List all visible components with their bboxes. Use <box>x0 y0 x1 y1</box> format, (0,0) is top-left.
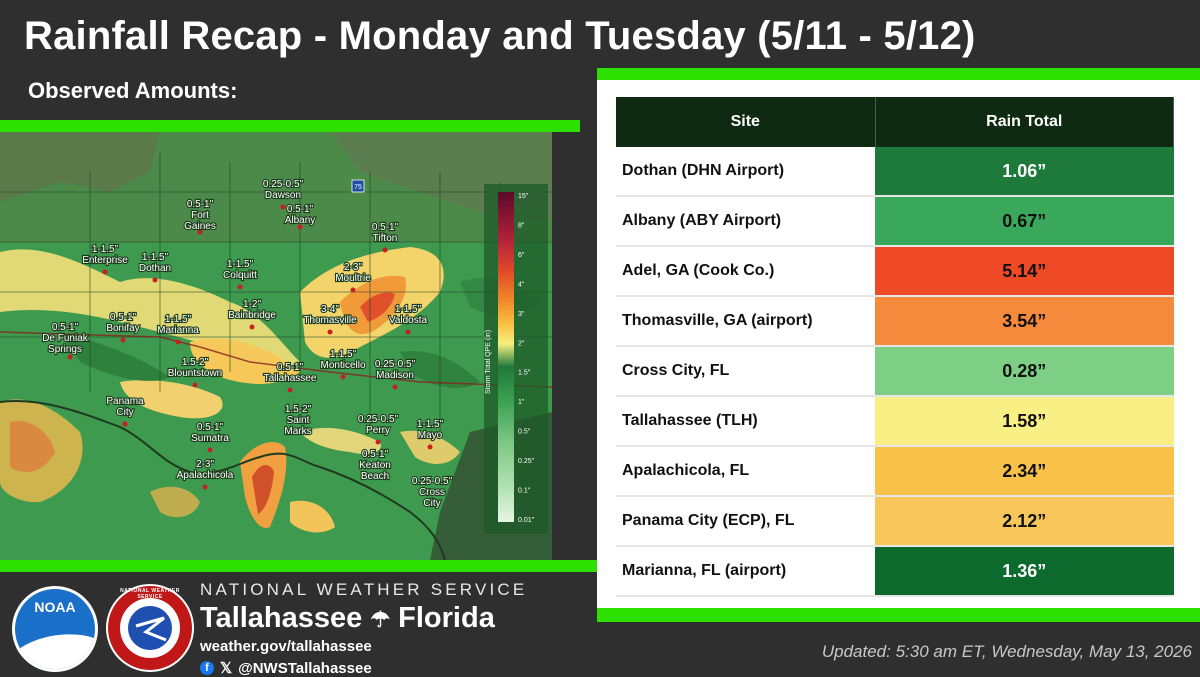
website-link[interactable]: weather.gov/tallahassee <box>200 638 372 655</box>
map-site-label: 1-1.5" Colquitt <box>223 259 257 281</box>
rain-total-cell: 2.12” <box>875 496 1174 547</box>
social-handles: f 𝕏 @NWSTallahassee <box>200 659 527 677</box>
site-cell: Cross City, FL <box>616 346 875 397</box>
nws-logo-text: NATIONAL WEATHER SERVICE <box>120 588 180 600</box>
legend-ticks: 15" 8" 6" 4" 3" 2" 1.5" 1" 0.5" 0.25" 0.1" 0.01" <box>518 193 535 524</box>
legend-tick-label: 8" <box>518 222 525 229</box>
map-site-dots <box>67 204 435 507</box>
map-site-label: 1.5-2" Saint Marks <box>284 404 311 437</box>
site-column-header: Site <box>616 97 876 147</box>
legend-tick-label: 3" <box>518 311 525 318</box>
map-site-label: 0.5-1" Keaton Beach <box>359 449 391 482</box>
legend-tick-label: 2" <box>518 340 525 347</box>
interstate-shield-label: 75 <box>354 184 362 191</box>
legend-tick-label: 15" <box>518 193 529 200</box>
rain-total-cell: 1.36” <box>875 546 1174 597</box>
map-site-label: 0.25-0.5" Dawson <box>263 179 304 201</box>
rainfall-map-graphic: 75 0.25-0.5" Dawson 0.5-1" Albany 0.5-1" Fort… <box>0 132 552 560</box>
table-row: Panama City (ECP), FL 2.12” <box>616 496 1174 547</box>
legend-tick-label: 0.5" <box>518 429 531 436</box>
table-row: Apalachicola, FL 2.34” <box>616 446 1174 497</box>
rainfall-map: 75 0.25-0.5" Dawson 0.5-1" Albany 0.5-1" Fort… <box>0 132 552 560</box>
noaa-logo-text: NOAA <box>34 599 76 615</box>
table-row: Albany (ABY Airport) 0.67” <box>616 196 1174 247</box>
legend-tick-label: 0.01" <box>518 517 535 524</box>
green-band-left <box>0 120 580 132</box>
table-row: Cross City, FL 0.28” <box>616 346 1174 397</box>
map-site-label: 1-2" Bainbridge <box>228 299 276 321</box>
map-site-label: 1-1.5" Dothan <box>139 252 171 274</box>
map-site-label: 3-4" Thomasville <box>303 304 357 326</box>
green-band-top <box>597 68 1200 80</box>
tree-icon: ☂ <box>370 607 391 632</box>
map-site-label: 0.25-0.5" Cross City <box>412 476 453 509</box>
map-site-label: 2-3" Moultrie <box>335 262 371 284</box>
legend-tick-label: 1.5" <box>518 370 531 377</box>
map-site-label: 0.5-1" Tifton <box>372 222 399 244</box>
table-row: Thomasville, GA (airport) 3.54” <box>616 296 1174 347</box>
map-site-label: 1-1.5" Mayo <box>417 419 444 441</box>
rain-total-cell: 5.14” <box>875 246 1174 297</box>
table-row: Tallahassee (TLH) 1.58” <box>616 396 1174 447</box>
map-site-label: 0.5-1" Fort Gaines <box>184 199 216 232</box>
map-site-label: 0.5-1" De Funiak Springs <box>42 322 89 355</box>
map-site-label: 0.5-1" Tallahassee <box>264 362 317 384</box>
site-cell: Adel, GA (Cook Co.) <box>616 246 875 297</box>
map-site-label: 0.25-0.5" Madison <box>375 359 416 381</box>
table-row: Marianna, FL (airport) 1.36” <box>616 546 1174 597</box>
table-row: Adel, GA (Cook Co.) 5.14” <box>616 246 1174 297</box>
legend-tick-label: 4" <box>518 281 525 288</box>
site-cell: Dothan (DHN Airport) <box>616 147 875 197</box>
map-site-label: 0.5-1" Bonifay <box>106 312 139 334</box>
site-cell: Thomasville, GA (airport) <box>616 296 875 347</box>
nws-brand: NATIONAL WEATHER SERVICE Tallahassee ☂ F… <box>200 580 527 677</box>
map-site-label: 1-1.5" Enterprise <box>82 244 128 266</box>
office-city: Tallahassee <box>200 602 363 634</box>
table-header-row: Site Rain Total <box>616 97 1174 147</box>
rain-total-column-header: Rain Total <box>875 97 1174 147</box>
site-cell: Apalachicola, FL <box>616 446 875 497</box>
map-site-label: Panama City <box>106 396 144 418</box>
office-name: Tallahassee ☂ Florida <box>200 602 527 635</box>
x-icon[interactable]: 𝕏 <box>220 660 233 677</box>
legend-tick-label: 6" <box>518 252 525 259</box>
rain-total-cell: 2.34” <box>875 446 1174 497</box>
legend-tick-label: 0.25" <box>518 458 535 465</box>
legend-title: Storm Total QPE (in) <box>485 330 492 394</box>
green-band-right-bottom <box>597 608 1200 622</box>
rain-total-cell: 1.06” <box>875 147 1174 197</box>
office-state: Florida <box>398 602 495 634</box>
page-title: Rainfall Recap - Monday and Tuesday (5/1… <box>24 14 976 58</box>
rain-total-cell: 1.58” <box>875 396 1174 447</box>
observed-amounts-label: Observed Amounts: <box>28 78 238 103</box>
site-cell: Albany (ABY Airport) <box>616 196 875 247</box>
rain-total-table: Site Rain Total Dothan (DHN Airport) 1.06… <box>616 97 1174 597</box>
agency-name: NATIONAL WEATHER SERVICE <box>200 580 528 599</box>
site-cell: Marianna, FL (airport) <box>616 546 875 597</box>
legend-tick-label: 0.1" <box>518 488 531 495</box>
legend-tick-label: 1" <box>518 399 525 406</box>
nws-logo: NATIONAL WEATHER SERVICE <box>106 584 194 672</box>
rain-total-cell: 0.67” <box>875 196 1174 247</box>
map-site-label: 0.5-1" Sumatra <box>191 422 229 444</box>
site-cell: Tallahassee (TLH) <box>616 396 875 447</box>
map-site-label: 1-1.5" Valdosta <box>389 304 428 326</box>
noaa-logo: NOAA <box>12 586 98 672</box>
table-row: Dothan (DHN Airport) 1.06” <box>616 147 1174 197</box>
green-band-bottom <box>0 560 600 572</box>
facebook-icon[interactable]: f <box>200 661 214 675</box>
map-site-label: 1-1.5" Marianna <box>157 314 199 336</box>
site-cell: Panama City (ECP), FL <box>616 496 875 547</box>
map-site-label: 1-1.5" Monticello <box>320 349 365 371</box>
updated-timestamp: Updated: 5:30 am ET, Wednesday, May 13, … <box>821 642 1192 661</box>
rain-total-cell: 3.54” <box>875 296 1174 347</box>
map-site-label: 1.5-2" Blountstown <box>168 357 222 379</box>
rain-total-cell: 0.28” <box>875 346 1174 397</box>
map-site-label: 0.25-0.5" Perry <box>358 414 399 436</box>
map-site-labels: 0.25-0.5" Dawson 0.5-1" Albany 0.5-1" Fort Gai… <box>41 178 454 510</box>
map-site-label: 2-3" Apalachicola <box>177 459 234 481</box>
map-site-label: 0.5-1" Albany <box>285 204 316 226</box>
social-handle[interactable]: @NWSTallahassee <box>238 659 372 677</box>
